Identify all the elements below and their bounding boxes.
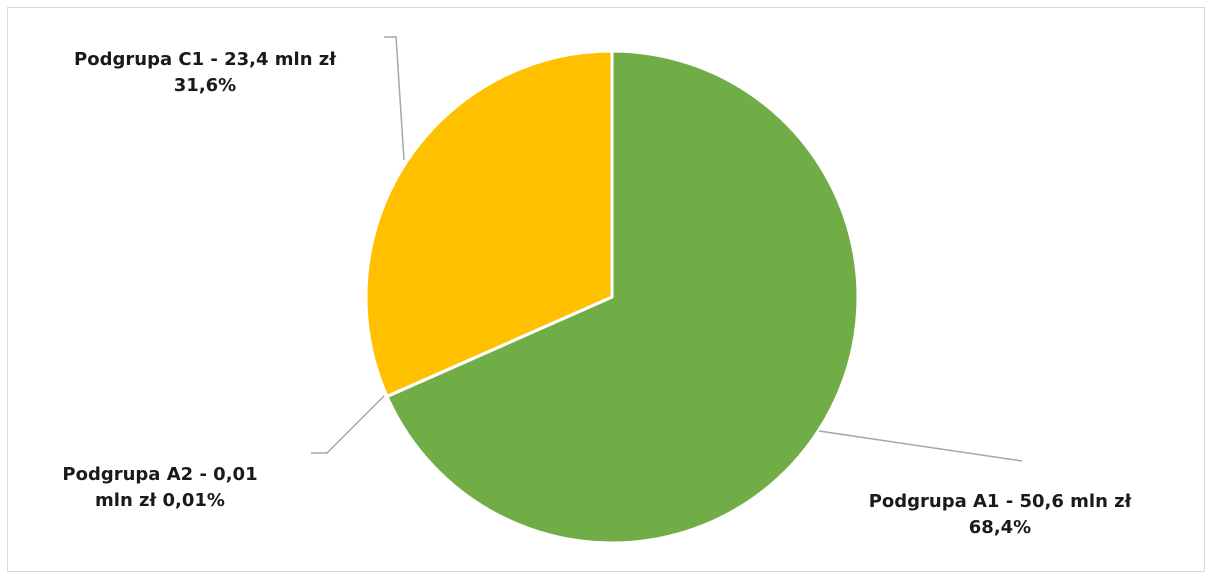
data-label-c1: Podgrupa C1 - 23,4 mln zł 31,6% [30,47,380,99]
data-label-a1-line1: Podgrupa A1 - 50,6 mln zł [868,491,1132,512]
data-label-a2-line1: Podgrupa A2 - 0,01 [62,464,258,485]
data-label-a1-line2: 68,4% [968,517,1032,538]
data-label-a2-line2: mln zł 0,01% [95,490,225,511]
data-label-a2: Podgrupa A2 - 0,01 mln zł 0,01% [30,462,290,514]
leader-line-c1 [384,36,405,161]
data-label-a1: Podgrupa A1 - 50,6 mln zł 68,4% [830,489,1170,541]
pie-slice-podgrupa-c1 [364,49,614,398]
leader-line-a1 [818,430,1023,462]
data-label-c1-line1: Podgrupa C1 - 23,4 mln zł [74,49,336,70]
leader-line-a2 [311,395,385,454]
data-label-c1-line2: 31,6% [173,75,237,96]
pie-slice-podgrupa-a1 [385,49,860,545]
